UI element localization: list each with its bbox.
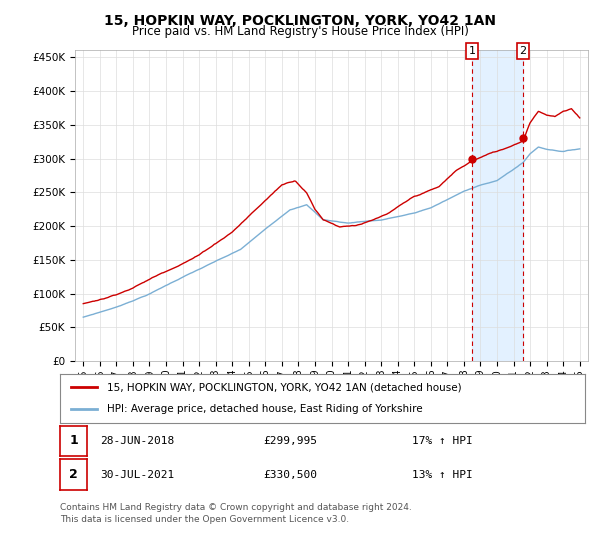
Text: Contains HM Land Registry data © Crown copyright and database right 2024.: Contains HM Land Registry data © Crown c… xyxy=(60,503,412,512)
Text: £299,995: £299,995 xyxy=(263,436,317,446)
Text: 2: 2 xyxy=(520,46,527,56)
Text: 1: 1 xyxy=(469,46,476,56)
Text: 17% ↑ HPI: 17% ↑ HPI xyxy=(412,436,473,446)
Text: 15, HOPKIN WAY, POCKLINGTON, YORK, YO42 1AN (detached house): 15, HOPKIN WAY, POCKLINGTON, YORK, YO42 … xyxy=(107,382,462,393)
Text: 15, HOPKIN WAY, POCKLINGTON, YORK, YO42 1AN: 15, HOPKIN WAY, POCKLINGTON, YORK, YO42 … xyxy=(104,14,496,28)
Bar xyxy=(472,50,523,361)
Text: £330,500: £330,500 xyxy=(263,470,317,479)
Text: 13% ↑ HPI: 13% ↑ HPI xyxy=(412,470,473,479)
Text: Price paid vs. HM Land Registry's House Price Index (HPI): Price paid vs. HM Land Registry's House … xyxy=(131,25,469,38)
Text: HPI: Average price, detached house, East Riding of Yorkshire: HPI: Average price, detached house, East… xyxy=(107,404,423,414)
Text: 30-JUL-2021: 30-JUL-2021 xyxy=(100,470,174,479)
Text: 2: 2 xyxy=(69,468,78,481)
Text: This data is licensed under the Open Government Licence v3.0.: This data is licensed under the Open Gov… xyxy=(60,515,349,524)
Text: 28-JUN-2018: 28-JUN-2018 xyxy=(100,436,174,446)
Text: 1: 1 xyxy=(69,435,78,447)
